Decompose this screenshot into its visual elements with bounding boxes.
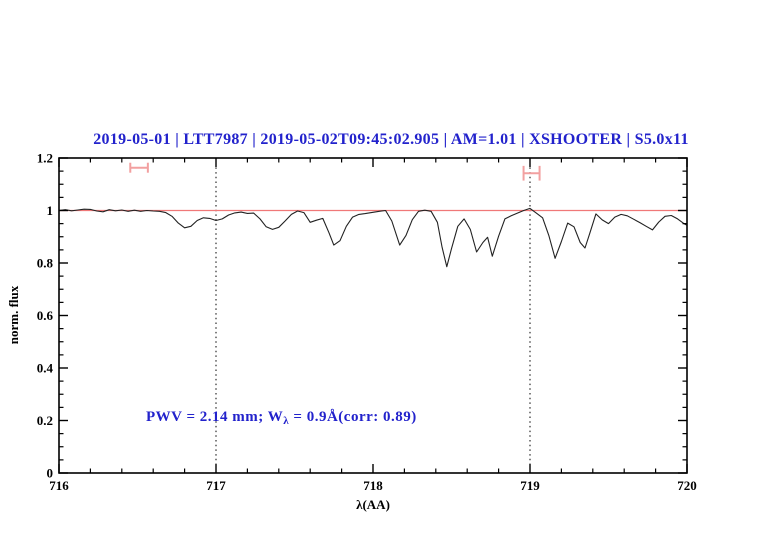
- x-tick-label-717: 717: [206, 478, 226, 493]
- pwv-annotation-suffix: = 0.9Å(corr: 0.89): [289, 409, 417, 425]
- y-axis-label: norm. flux: [6, 285, 21, 345]
- y-tick-label-0.4: 0.4: [37, 361, 54, 376]
- spectrum-line: [58, 207, 688, 268]
- pwv-annotation: PWV = 2.14 mm; Wλ = 0.9Å(corr: 0.89): [146, 409, 417, 427]
- pwv-annotation-prefix: PWV = 2.14 mm; W: [146, 409, 284, 425]
- lambda-subscript: λ: [283, 415, 290, 427]
- y-tick-label-0.8: 0.8: [37, 256, 54, 271]
- y-tick-label-0.2: 0.2: [37, 413, 53, 428]
- y-tick-label-1: 1: [47, 203, 54, 218]
- y-tick-label-0.6: 0.6: [37, 308, 54, 323]
- x-tick-label-718: 718: [363, 478, 383, 493]
- y-tick-label-0: 0: [47, 466, 54, 481]
- x-tick-label-716: 716: [49, 478, 69, 493]
- plot-title: 2019-05-01 | LTT7987 | 2019-05-02T09:45:…: [93, 131, 689, 148]
- x-tick-label-720: 720: [677, 478, 697, 493]
- x-tick-label-719: 719: [520, 478, 540, 493]
- y-tick-label-1.2: 1.2: [37, 151, 53, 166]
- x-axis-label: λ(AA): [356, 497, 390, 512]
